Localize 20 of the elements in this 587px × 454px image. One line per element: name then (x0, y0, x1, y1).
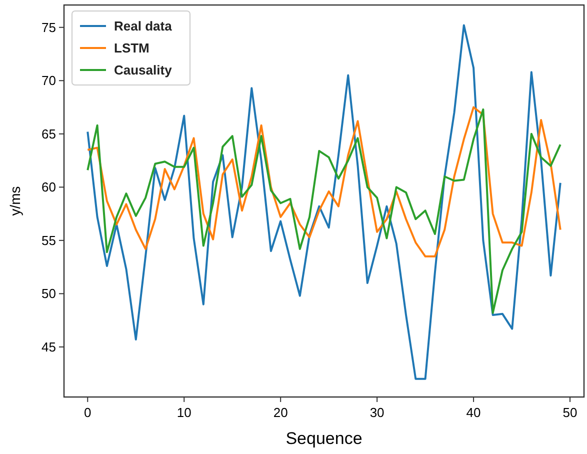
y-tick-label: 50 (42, 286, 56, 302)
legend-label: LSTM (114, 40, 150, 56)
y-tick-label: 75 (42, 20, 56, 35)
y-tick-label: 70 (42, 73, 56, 88)
x-tick-label: 10 (176, 405, 192, 420)
legend-label: Real data (114, 18, 173, 34)
y-axis-title: y/ms (7, 186, 23, 216)
x-axis-title: Sequence (286, 429, 362, 448)
x-tick-label: 0 (84, 405, 92, 420)
y-tick-label: 55 (42, 232, 56, 248)
x-tick-label: 40 (466, 405, 481, 420)
line-series (86, 108, 562, 314)
line-series (86, 106, 562, 258)
x-tick-label: 50 (562, 405, 578, 420)
y-tick-label: 45 (42, 339, 56, 354)
x-tick-label: 30 (370, 405, 384, 420)
y-tick-label: 65 (42, 126, 56, 142)
y-tick-label: 60 (42, 180, 56, 195)
legend-label: Causality (114, 62, 173, 78)
x-tick-label: 20 (273, 405, 288, 420)
